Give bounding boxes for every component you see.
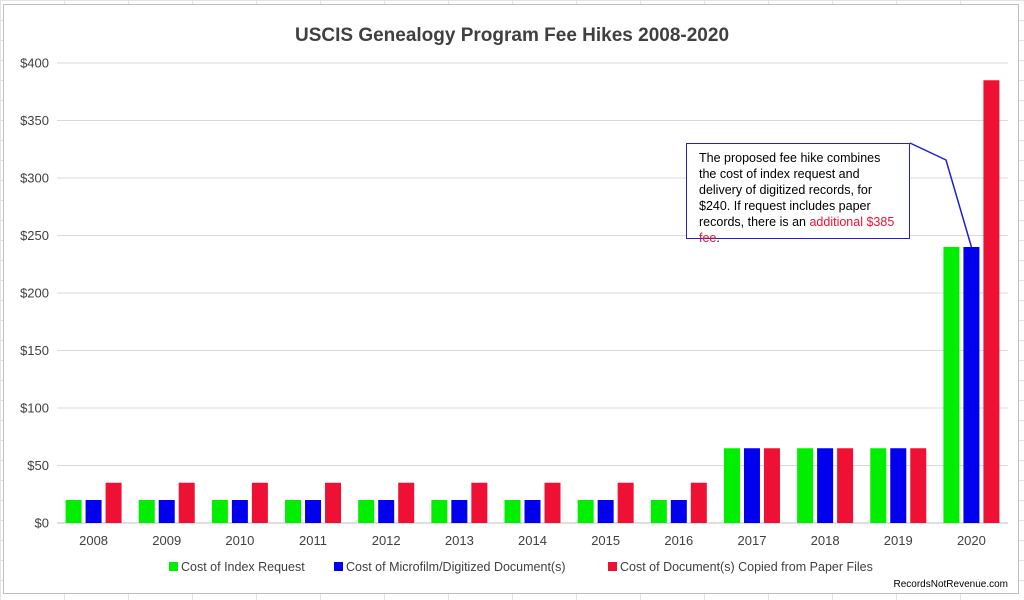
legend-swatch-2: [334, 562, 343, 571]
bar-2017-series-1: [723, 448, 740, 523]
y-tick-label: $100: [20, 401, 49, 416]
bar-2013-series-2: [451, 500, 468, 523]
bar-2013-series-3: [471, 482, 488, 523]
y-tick-label: $400: [20, 56, 49, 71]
legend: Cost of Index Request Cost of Microfilm/D…: [169, 560, 873, 574]
chart-title: USCIS Genealogy Program Fee Hikes 2008-2…: [294, 25, 730, 46]
x-tick-label: 2009: [152, 533, 181, 548]
bar-2013-series-1: [431, 500, 448, 523]
y-tick-label: $150: [20, 343, 49, 358]
x-tick-label: 2020: [957, 533, 986, 548]
bar-2014-series-2: [524, 500, 541, 523]
bar-2016-series-3: [690, 482, 707, 523]
x-tick-label: 2011: [299, 533, 327, 548]
bar-2011-series-3: [325, 482, 342, 523]
bar-2014-series-1: [504, 500, 521, 523]
y-tick-label: $300: [20, 171, 49, 186]
bar-2018-series-1: [797, 448, 814, 523]
callout-leader-line: [909, 142, 973, 248]
x-tick-label: 2008: [79, 533, 108, 548]
x-tick-label: 2018: [811, 533, 840, 548]
x-tick-label: 2012: [372, 533, 401, 548]
bar-chart: $0 $50 $100 $150 $200 $250 $300 $350 $400 2008 200…: [20, 56, 1008, 574]
bar-2011-series-1: [285, 500, 302, 523]
bar-2012-series-2: [378, 500, 395, 523]
bar-2015-series-3: [617, 482, 634, 523]
legend-label-2: Cost of Microfilm/Digitized Document(s): [346, 560, 566, 574]
bar-2008-series-1: [65, 500, 82, 523]
x-tick-label: 2010: [225, 533, 254, 548]
y-tick-label: $0: [35, 516, 49, 531]
x-tick-label: 2019: [884, 533, 913, 548]
y-tick-label: $250: [20, 228, 49, 243]
x-tick-label: 2015: [591, 533, 620, 548]
x-tick-label: 2014: [518, 533, 547, 548]
annotation-callout: The proposed fee hike combines the cost …: [686, 143, 910, 245]
bars: [65, 80, 1000, 523]
bar-2019-series-1: [870, 448, 887, 523]
bar-2016-series-2: [670, 500, 687, 523]
bar-2011-series-2: [305, 500, 322, 523]
bar-2009-series-1: [138, 500, 155, 523]
axes: $0 $50 $100 $150 $200 $250 $300 $350 $400 2008 200…: [20, 56, 1008, 548]
y-tick-label: $50: [27, 458, 49, 473]
source-credit: RecordsNotRevenue.com: [893, 579, 1009, 590]
y-tick-label: $350: [20, 113, 49, 128]
annotation-text: The proposed fee hike combines the cost …: [699, 151, 881, 229]
x-tick-label: 2017: [738, 533, 767, 548]
bar-2015-series-1: [577, 500, 594, 523]
bar-2017-series-2: [743, 448, 760, 523]
bar-2012-series-1: [358, 500, 375, 523]
legend-swatch-3: [608, 562, 617, 571]
x-tick-label: 2013: [445, 533, 474, 548]
bar-2009-series-2: [158, 500, 175, 523]
bar-2012-series-3: [398, 482, 415, 523]
bar-2015-series-2: [597, 500, 614, 523]
x-tick-label: 2016: [664, 533, 693, 548]
bar-2018-series-3: [837, 448, 854, 523]
bar-2014-series-3: [544, 482, 561, 523]
legend-label-3: Cost of Document(s) Copied from Paper Fi…: [620, 560, 873, 574]
bar-2018-series-2: [817, 448, 834, 523]
chart-area[interactable]: USCIS Genealogy Program Fee Hikes 2008-2…: [3, 4, 1019, 594]
callout-leader: [909, 142, 973, 248]
bar-2009-series-3: [178, 482, 195, 523]
legend-swatch-1: [169, 562, 178, 571]
legend-label-1: Cost of Index Request: [181, 560, 305, 574]
bar-2010-series-3: [251, 482, 268, 523]
bar-2016-series-1: [650, 500, 667, 523]
bar-2008-series-2: [85, 500, 102, 523]
gridlines: [57, 62, 1008, 466]
annotation-text-end: .: [716, 231, 720, 245]
bar-2020-series-2: [963, 247, 980, 523]
bar-2020-series-1: [943, 247, 960, 523]
bar-2010-series-1: [211, 500, 228, 523]
bar-2020-series-3: [983, 80, 1000, 523]
bar-2017-series-3: [763, 448, 780, 523]
annotation-highlight: additional $385 fee: [699, 215, 895, 245]
y-tick-label: $200: [20, 286, 49, 301]
bar-2010-series-2: [231, 500, 248, 523]
bar-2019-series-3: [910, 448, 927, 523]
bar-2008-series-3: [105, 482, 122, 523]
bar-2019-series-2: [890, 448, 907, 523]
